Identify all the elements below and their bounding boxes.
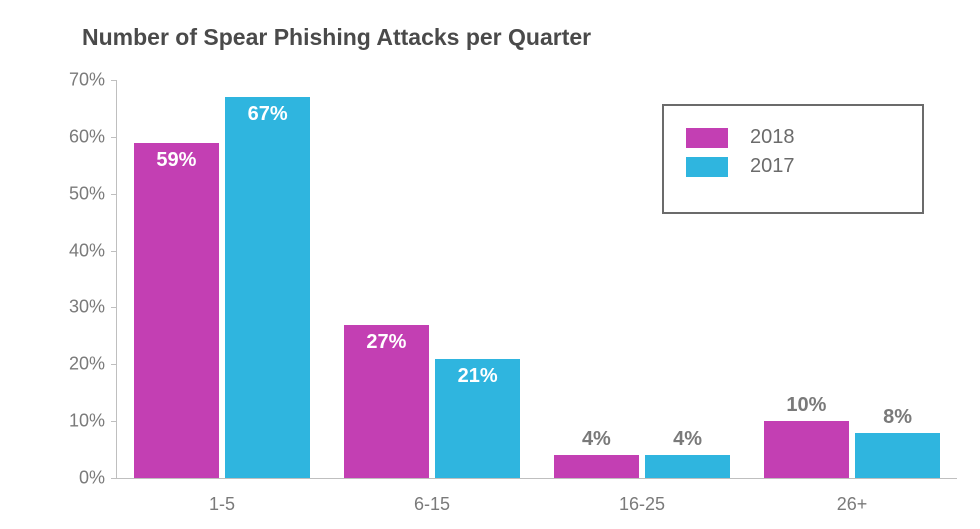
y-tick-label: 70% [69,70,117,91]
chart-container: Number of Spear Phishing Attacks per Qua… [0,0,980,529]
bar-value-label: 59% [134,149,219,172]
x-tick-label: 26+ [837,478,868,515]
bar-2018-26+: 10% [764,421,849,478]
chart-title: Number of Spear Phishing Attacks per Qua… [82,24,591,51]
bar-value-label: 21% [435,365,520,388]
bar-value-label: 10% [764,394,849,421]
legend-swatch [686,157,728,177]
bar-value-label: 4% [645,428,730,455]
y-tick-label: 20% [69,354,117,375]
y-tick-label: 0% [79,468,117,489]
x-tick-label: 16-25 [619,478,665,515]
bar-2017-26+: 8% [855,433,940,478]
y-tick-label: 40% [69,240,117,261]
bar-2018-6-15: 27% [344,325,429,479]
legend-swatch [686,128,728,148]
bar-2017-6-15: 21% [435,359,520,478]
y-tick-label: 60% [69,126,117,147]
y-tick-label: 30% [69,297,117,318]
bar-value-label: 27% [344,331,429,354]
bar-value-label: 8% [855,406,940,433]
chart-legend: 2018 2017 [662,104,924,214]
bar-2017-16-25: 4% [645,455,730,478]
y-tick-label: 50% [69,183,117,204]
y-tick-label: 10% [69,411,117,432]
x-tick-label: 6-15 [414,478,450,515]
legend-label: 2017 [750,155,795,178]
bar-2018-1-5: 59% [134,143,219,478]
x-tick-label: 1-5 [209,478,235,515]
bar-value-label: 67% [225,103,310,126]
legend-label: 2018 [750,126,795,149]
bar-value-label: 4% [554,428,639,455]
bar-2018-16-25: 4% [554,455,639,478]
legend-item-2017: 2017 [686,155,900,178]
bar-2017-1-5: 67% [225,97,310,478]
legend-item-2018: 2018 [686,126,900,149]
